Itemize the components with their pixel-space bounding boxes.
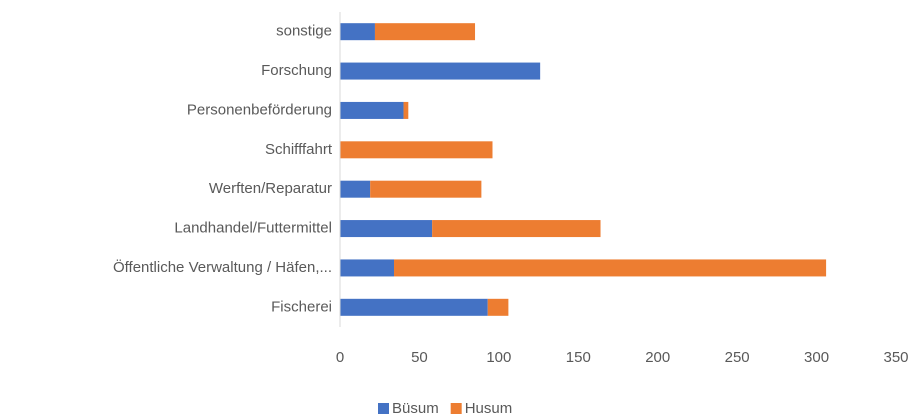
legend-swatch	[450, 403, 462, 414]
bar-segment	[374, 23, 476, 41]
y-tick-label: sonstige	[276, 23, 332, 40]
y-tick-label: Öffentliche Verwaltung / Häfen,...	[113, 258, 332, 276]
legend-label: Büsum	[392, 400, 439, 417]
bar-segment	[487, 298, 509, 316]
bar-segment	[432, 220, 601, 238]
x-tick-label: 0	[336, 349, 344, 366]
bar-segment	[370, 180, 482, 198]
y-tick-label: Personenbeförderung	[187, 101, 332, 118]
x-tick-label: 300	[804, 349, 829, 366]
legend-label: Husum	[465, 400, 513, 417]
bar-segment	[340, 298, 488, 316]
x-tick-label: 50	[411, 349, 428, 366]
bar-segment	[340, 23, 375, 41]
y-tick-label: Forschung	[261, 62, 332, 79]
x-tick-label: 350	[883, 349, 908, 366]
x-tick-label: 150	[566, 349, 591, 366]
legend-swatch	[378, 403, 389, 414]
x-tick-label: 200	[645, 349, 670, 366]
bar-segment	[403, 101, 409, 119]
bar-segment	[340, 220, 433, 238]
x-tick-label: 250	[725, 349, 750, 366]
bar-segment	[340, 259, 395, 277]
bar-segment	[340, 101, 404, 119]
y-tick-label: Schifffahrt	[265, 141, 333, 158]
bar-segment	[340, 180, 371, 198]
y-tick-label: Fischerei	[271, 298, 332, 315]
x-tick-label: 100	[486, 349, 511, 366]
bar-segment	[394, 259, 827, 277]
bar-segment	[340, 62, 541, 80]
y-tick-label: Werften/Reparatur	[209, 180, 332, 197]
y-tick-label: Landhandel/Futtermittel	[174, 220, 332, 237]
bar-segment	[340, 141, 493, 159]
